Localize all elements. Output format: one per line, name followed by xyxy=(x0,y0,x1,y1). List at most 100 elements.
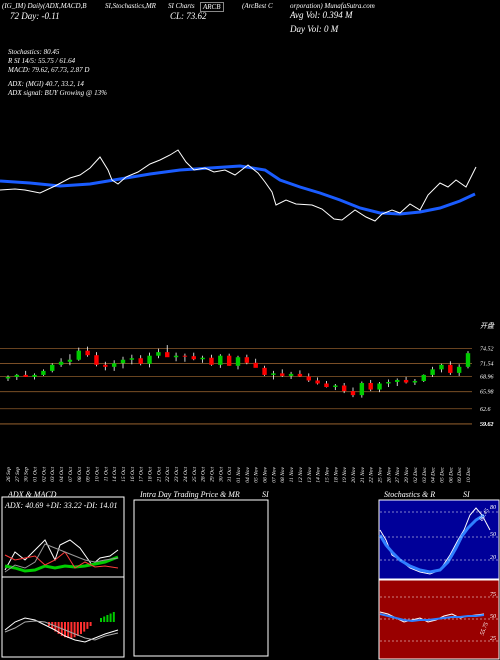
x-tick-label: 10 Oct xyxy=(94,467,100,482)
x-tick-label: 29 Oct xyxy=(209,467,215,482)
x-tick-label: 27 Nov xyxy=(395,466,401,482)
macd-panel-line-gray xyxy=(4,620,119,641)
candle-body xyxy=(173,355,179,358)
x-tick-label: 03 Dec xyxy=(422,466,428,482)
candle-body xyxy=(386,381,391,384)
candle-body xyxy=(262,367,267,375)
candle-body xyxy=(67,359,73,362)
macd-hist-bar xyxy=(57,622,60,634)
candle-body xyxy=(111,363,117,367)
x-tick-label: 02 Dec xyxy=(413,466,419,482)
candle-body xyxy=(94,355,99,365)
x-tick-label: 23 Oct xyxy=(174,467,180,482)
header-line-1b: SI,Stochastics,MR xyxy=(105,2,156,10)
x-tick-label: 03 Oct xyxy=(50,467,56,482)
x-tick-label: 31 Oct xyxy=(227,467,233,483)
x-tick-label: 29 Nov xyxy=(404,466,410,482)
macd-signal-line xyxy=(0,164,476,216)
y-tick-label: 59.6 xyxy=(480,422,491,428)
x-tick-label: 13 Nov xyxy=(307,466,313,482)
candle-body xyxy=(324,383,329,388)
macd-hist-bar xyxy=(67,622,70,638)
x-tick-label: 04 Nov xyxy=(244,466,251,482)
candle-body xyxy=(350,391,356,396)
x-tick-label: 18 Nov xyxy=(333,466,339,482)
candle-body xyxy=(315,380,320,384)
y-tick-label: 68.96 xyxy=(480,375,494,381)
x-tick-label: 17 Oct xyxy=(139,467,145,482)
macd-hist-bar xyxy=(83,622,86,632)
y-tick-label: 62.6 xyxy=(480,407,491,413)
candle-body xyxy=(368,382,373,390)
candle-body xyxy=(280,373,285,376)
macd-hist-bar xyxy=(70,622,73,638)
x-tick-label: 27 Sep xyxy=(15,467,21,482)
candle-body xyxy=(129,358,135,360)
x-tick-label: 06 Nov xyxy=(263,466,269,482)
stoch-tick-20: 20 xyxy=(490,555,496,561)
x-tick-label: 15 Nov xyxy=(324,466,330,482)
intraday-title: Intra Day Trading Price & MR xyxy=(140,490,240,499)
x-tick-label: 18 Oct xyxy=(148,467,154,482)
rsi-tick-25: 25 xyxy=(490,636,496,642)
y-axis-top-label: 开盘 xyxy=(480,322,495,330)
candle-body xyxy=(306,376,311,381)
x-tick-label: 25 Oct xyxy=(192,467,198,482)
candle-body xyxy=(58,361,64,365)
candlesticks xyxy=(5,345,471,398)
macd-hist-bar xyxy=(73,622,76,638)
candle-body xyxy=(156,352,161,356)
close-label: CL: 73.62 xyxy=(170,11,207,21)
adx-line: ADX: (MGI) 40.7, 33.2, 14 xyxy=(8,80,84,88)
header-line-1d: (ArcBest C xyxy=(242,2,273,10)
candle-body xyxy=(23,374,28,377)
candle-body xyxy=(341,385,347,392)
candle-body xyxy=(430,369,435,375)
stoch-tick-80: 80 xyxy=(490,505,496,511)
x-tick-label: 07 Oct xyxy=(68,467,74,482)
x-tick-label: 08 Nov xyxy=(280,466,286,482)
x-tick-label: 26 Nov xyxy=(386,466,392,482)
x-tick-label: 04 Oct xyxy=(58,467,65,482)
prev-day-label: 72 Day: -0.11 xyxy=(10,11,60,21)
macd-line: MACD: 79.62, 67.73, 2.87 D xyxy=(8,66,90,74)
x-tick-label: 04 Dec xyxy=(430,466,437,482)
candle-body xyxy=(165,352,170,358)
candle-body xyxy=(377,383,382,390)
x-tick-label: 16 Oct xyxy=(130,467,136,482)
candle-body xyxy=(191,356,196,360)
stochastics-line: Stochastics: 80.45 xyxy=(8,48,60,56)
x-tick-label: 06 Dec xyxy=(448,466,454,482)
stoch-d-line xyxy=(378,513,485,574)
intraday-si-label: SI xyxy=(262,490,269,499)
candle-body xyxy=(235,357,241,366)
x-tick-label: 15 Oct xyxy=(121,467,127,482)
candle-body xyxy=(448,364,453,373)
x-tick-label: 30 Sep xyxy=(24,467,30,483)
candle-body xyxy=(85,350,90,356)
adx-values-label: ADX: 40.69 +DI: 33.22 -DI: 14.01 xyxy=(5,501,118,510)
candle-body xyxy=(200,357,205,360)
y-tick-label: 74.52 xyxy=(480,346,494,353)
rsi-line-blue xyxy=(379,613,485,623)
x-tick-label: 30 Oct xyxy=(218,467,224,483)
candle-body xyxy=(76,350,81,360)
avg-volume: Avg Vol: 0.394 M xyxy=(290,10,353,20)
di-minus-line xyxy=(4,551,119,569)
candle-body xyxy=(253,362,258,368)
stochastics-title: Stochastics & R xyxy=(384,490,436,499)
x-tick-label: 09 Dec xyxy=(457,466,463,482)
candle-body xyxy=(412,380,418,383)
candle-body xyxy=(14,374,20,377)
macd-hist-bar xyxy=(106,615,109,622)
candle-body xyxy=(333,385,338,388)
candle-body xyxy=(138,358,143,364)
x-tick-label: 01 Oct xyxy=(33,467,39,482)
candle-body xyxy=(5,376,11,379)
macd-hist-bar xyxy=(76,622,79,636)
stoch-tick-50: 50 xyxy=(490,532,496,538)
candle-body xyxy=(456,366,462,373)
x-axis-labels: 26 Sep 27 Sep 30 Sep 01 Oct 02 Oct 03 Oct 04 O… xyxy=(6,466,472,482)
candle-body xyxy=(120,359,126,364)
